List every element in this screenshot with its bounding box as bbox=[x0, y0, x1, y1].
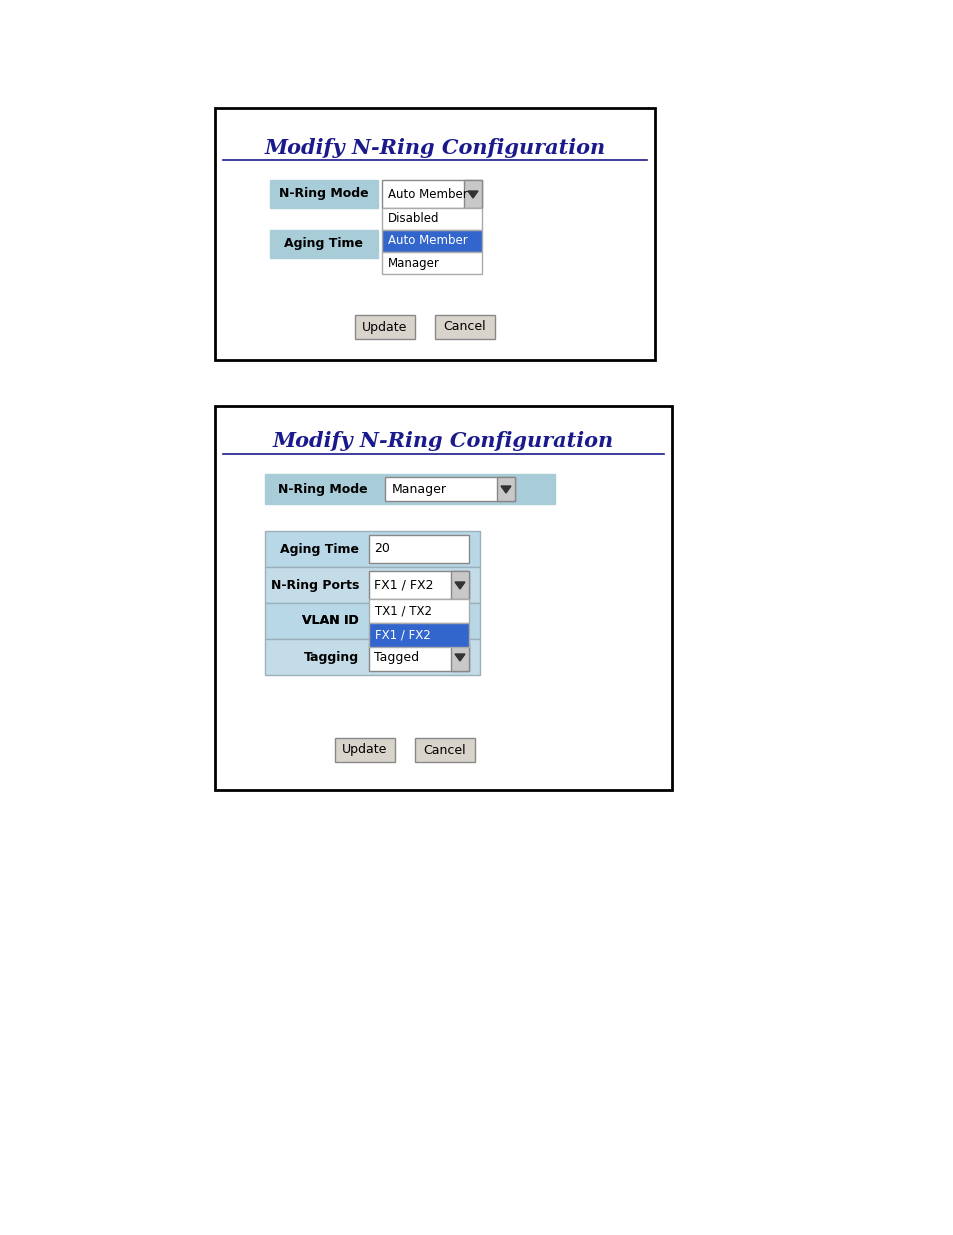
Bar bbox=[369, 535, 469, 563]
Bar bbox=[265, 531, 479, 567]
Bar bbox=[369, 643, 469, 671]
Text: Tagged: Tagged bbox=[374, 651, 418, 663]
Bar bbox=[369, 622, 469, 647]
Bar bbox=[270, 230, 377, 258]
Text: Update: Update bbox=[362, 321, 407, 333]
Text: Auto Member: Auto Member bbox=[388, 188, 467, 200]
Bar bbox=[381, 230, 481, 252]
Text: VLAN ID: VLAN ID bbox=[302, 615, 358, 627]
Text: Cancel: Cancel bbox=[443, 321, 486, 333]
Text: Update: Update bbox=[342, 743, 387, 757]
Bar bbox=[463, 180, 481, 207]
Text: N-Ring Ports: N-Ring Ports bbox=[271, 578, 358, 592]
Text: VLAN ID: VLAN ID bbox=[302, 615, 358, 627]
Bar bbox=[265, 638, 479, 676]
Bar bbox=[355, 315, 415, 338]
Text: Disabled: Disabled bbox=[388, 212, 439, 226]
Text: Manager: Manager bbox=[388, 257, 439, 269]
Polygon shape bbox=[500, 487, 511, 493]
Bar bbox=[435, 315, 495, 338]
Bar bbox=[265, 474, 555, 504]
Bar bbox=[270, 180, 377, 207]
Bar bbox=[381, 180, 481, 207]
Text: Tagging: Tagging bbox=[304, 651, 358, 663]
Polygon shape bbox=[455, 655, 464, 661]
Bar bbox=[381, 252, 481, 274]
Text: Aging Time: Aging Time bbox=[280, 542, 358, 556]
Polygon shape bbox=[455, 582, 464, 589]
Text: TX1 / TX2: TX1 / TX2 bbox=[375, 604, 432, 618]
Text: N-Ring Mode: N-Ring Mode bbox=[277, 483, 367, 495]
Bar bbox=[265, 603, 479, 638]
Bar bbox=[381, 207, 481, 230]
Text: Cancel: Cancel bbox=[423, 743, 466, 757]
Bar bbox=[497, 477, 515, 501]
Bar bbox=[451, 571, 469, 599]
Text: FX1 / FX2: FX1 / FX2 bbox=[375, 629, 431, 641]
Bar bbox=[385, 477, 515, 501]
Text: FX1 / FX2: FX1 / FX2 bbox=[374, 578, 433, 592]
Bar bbox=[335, 739, 395, 762]
Polygon shape bbox=[468, 191, 477, 198]
Text: N-Ring Mode: N-Ring Mode bbox=[279, 188, 369, 200]
Bar bbox=[451, 643, 469, 671]
Text: Manager: Manager bbox=[392, 483, 447, 495]
Bar bbox=[214, 107, 655, 359]
Text: Modify N-Ring Configuration: Modify N-Ring Configuration bbox=[273, 431, 614, 451]
Bar bbox=[214, 406, 671, 790]
Text: Auto Member: Auto Member bbox=[388, 235, 467, 247]
Bar bbox=[369, 599, 469, 622]
Text: 20: 20 bbox=[374, 542, 390, 556]
Bar bbox=[265, 567, 479, 603]
Text: Modify N-Ring Configuration: Modify N-Ring Configuration bbox=[264, 138, 605, 158]
Bar bbox=[415, 739, 475, 762]
Bar bbox=[369, 571, 469, 599]
Text: Aging Time: Aging Time bbox=[284, 237, 363, 251]
